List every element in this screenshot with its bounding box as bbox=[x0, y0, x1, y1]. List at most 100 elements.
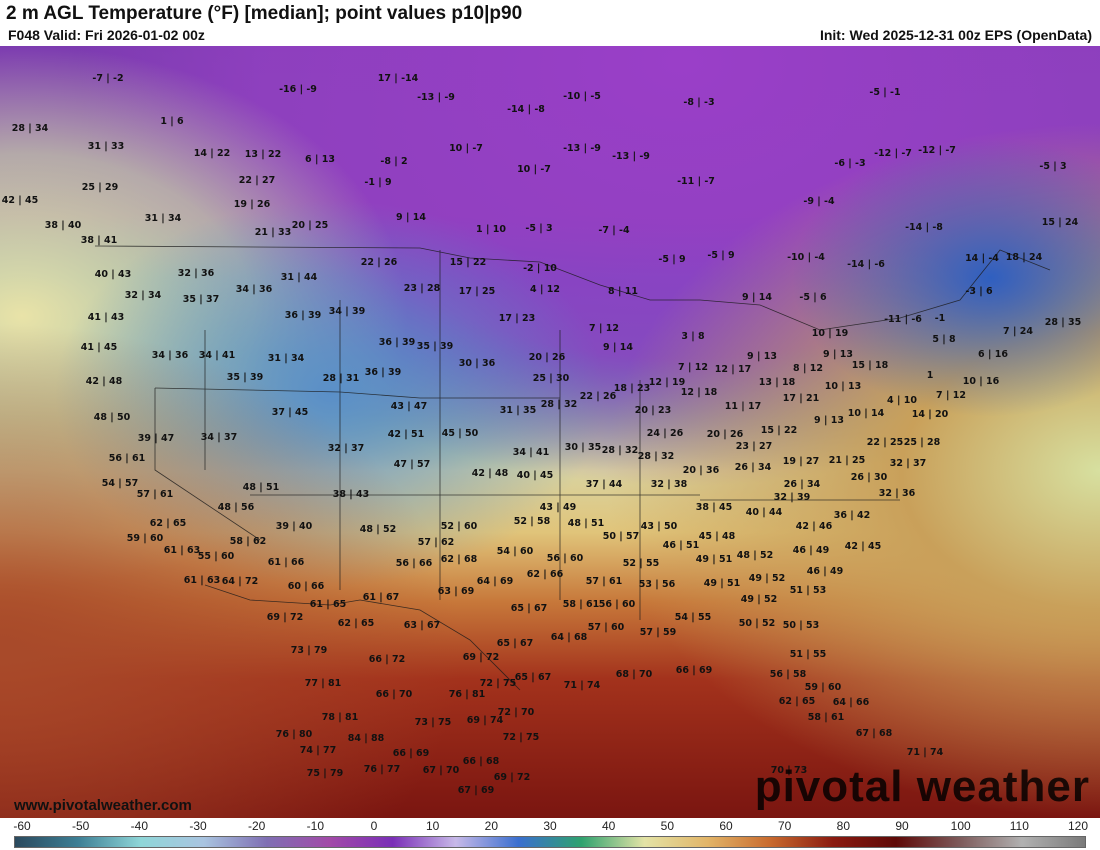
point-value-label: 56 | 58 bbox=[770, 669, 807, 680]
point-value-label: 61 | 63 bbox=[184, 575, 221, 586]
point-value-label: 36 | 39 bbox=[365, 367, 402, 378]
point-value-label: 12 | 17 bbox=[715, 364, 752, 375]
point-value-label: 17 | 23 bbox=[499, 313, 536, 324]
point-value-label: 20 | 26 bbox=[707, 429, 744, 440]
point-value-label: 42 | 48 bbox=[472, 468, 509, 479]
point-value-label: 38 | 45 bbox=[696, 502, 733, 513]
point-value-label: 7 | 12 bbox=[678, 362, 708, 373]
point-value-label: 74 | 77 bbox=[300, 745, 337, 756]
point-value-label: -7 | -4 bbox=[598, 225, 630, 236]
point-value-label: 75 | 79 bbox=[307, 768, 344, 779]
point-value-label: 54 | 55 bbox=[675, 612, 712, 623]
point-value-label: 64 | 68 bbox=[551, 632, 588, 643]
point-value-label: -1 bbox=[935, 313, 946, 324]
point-value-label: 17 | 25 bbox=[459, 286, 496, 297]
point-value-label: 28 | 35 bbox=[1045, 317, 1082, 328]
point-value-label: 26 | 34 bbox=[735, 462, 772, 473]
point-value-label: -14 | -6 bbox=[847, 259, 885, 270]
point-value-label: 52 | 60 bbox=[441, 521, 478, 532]
point-value-label: -10 | -5 bbox=[563, 91, 601, 102]
point-value-label: 26 | 30 bbox=[851, 472, 888, 483]
point-value-label: 35 | 39 bbox=[227, 372, 264, 383]
point-value-label: 12 | 19 bbox=[649, 377, 686, 388]
point-value-label: -5 | 9 bbox=[658, 254, 685, 265]
colorbar-tick-label: 110 bbox=[1009, 819, 1029, 833]
point-value-label: 42 | 46 bbox=[796, 521, 833, 532]
point-value-label: 36 | 39 bbox=[285, 310, 322, 321]
point-value-label: 71 | 74 bbox=[907, 747, 944, 758]
point-value-label: 31 | 44 bbox=[281, 272, 318, 283]
point-value-label: 48 | 52 bbox=[360, 524, 397, 535]
point-value-label: 40 | 45 bbox=[517, 470, 554, 481]
point-value-label: 38 | 40 bbox=[45, 220, 82, 231]
point-value-label: 39 | 40 bbox=[276, 521, 313, 532]
point-value-label: 32 | 38 bbox=[651, 479, 688, 490]
point-value-label: -5 | 9 bbox=[707, 250, 734, 261]
point-value-label: 42 | 51 bbox=[388, 429, 425, 440]
point-value-label: 67 | 70 bbox=[423, 765, 460, 776]
point-value-label: 19 | 26 bbox=[234, 199, 271, 210]
point-value-label: 15 | 22 bbox=[761, 425, 798, 436]
colorbar-tick-label: -30 bbox=[189, 819, 207, 833]
point-value-label: 35 | 37 bbox=[183, 294, 220, 305]
point-value-label: 24 | 26 bbox=[647, 428, 684, 439]
point-value-label: 40 | 44 bbox=[746, 507, 783, 518]
point-value-label: 10 | 16 bbox=[963, 376, 1000, 387]
point-value-label: 7 | 24 bbox=[1003, 326, 1033, 337]
point-value-label: 62 | 65 bbox=[150, 518, 187, 529]
point-value-label: 66 | 70 bbox=[376, 689, 413, 700]
point-value-label: 65 | 67 bbox=[515, 672, 552, 683]
header: 2 m AGL Temperature (°F) [median]; point… bbox=[0, 0, 1100, 46]
colorbar-tick-label: 90 bbox=[895, 819, 909, 833]
point-value-label: 22 | 27 bbox=[239, 175, 276, 186]
point-value-label: 72 | 75 bbox=[503, 732, 540, 743]
point-value-label: 6 | 16 bbox=[978, 349, 1008, 360]
point-values: -7 | -2 -16 | -9 17 | -14 -13 | -9 -10 | -5 -… bbox=[2, 73, 1082, 796]
point-value-label: 20 | 23 bbox=[635, 405, 672, 416]
colorbar-tick-label: -10 bbox=[306, 819, 324, 833]
point-value-label: 51 | 53 bbox=[790, 585, 827, 596]
init-time: Init: Wed 2025-12-31 00z EPS (OpenData) bbox=[819, 27, 1092, 43]
colorbar-tick-label: 10 bbox=[425, 819, 440, 833]
point-value-label: 55 | 60 bbox=[198, 551, 235, 562]
point-value-label: 43 | 50 bbox=[641, 521, 678, 532]
point-value-label: 58 | 61 bbox=[808, 712, 845, 723]
valid-time: F048 Valid: Fri 2026-01-02 00z bbox=[8, 27, 205, 43]
point-value-label: 7 | 12 bbox=[589, 323, 619, 334]
point-value-label: 41 | 45 bbox=[81, 342, 118, 353]
point-value-label: 54 | 57 bbox=[102, 478, 139, 489]
point-value-label: 9 | 13 bbox=[814, 415, 844, 426]
point-value-label: -14 | -8 bbox=[507, 104, 545, 115]
point-value-label: 28 | 32 bbox=[638, 451, 675, 462]
point-value-label: 46 | 51 bbox=[663, 540, 700, 551]
point-value-label: 59 | 60 bbox=[805, 682, 842, 693]
point-value-label: 25 | 29 bbox=[82, 182, 119, 193]
point-value-label: 77 | 81 bbox=[305, 678, 342, 689]
point-value-label: 14 | 20 bbox=[912, 409, 949, 420]
point-value-label: -5 | 6 bbox=[799, 292, 827, 303]
point-value-label: 22 | 26 bbox=[580, 391, 617, 402]
point-value-label: 36 | 42 bbox=[834, 510, 871, 521]
colorbar-ticks: -60 -50 -40 -30 -20 -10 0 10 20 30 40 50 60 70 80 90 100… bbox=[0, 818, 1100, 834]
point-value-label: 84 | 88 bbox=[348, 733, 385, 744]
point-value-label: 66 | 72 bbox=[369, 654, 406, 665]
colorbar-tick-label: 30 bbox=[543, 819, 557, 833]
state-line bbox=[154, 388, 261, 541]
point-value-label: 9 | 13 bbox=[823, 349, 853, 360]
point-value-label: -16 | -9 bbox=[279, 84, 317, 95]
point-value-label: 61 | 67 bbox=[363, 592, 400, 603]
point-value-label: 23 | 28 bbox=[404, 283, 441, 294]
point-value-label: 26 | 34 bbox=[784, 479, 821, 490]
point-value-label: 8 | 11 bbox=[608, 286, 638, 297]
point-value-label: 13 | 18 bbox=[759, 377, 796, 388]
point-value-label: -11 | -6 bbox=[884, 314, 922, 325]
temperature-map: -7 | -2 -16 | -9 17 | -14 -13 | -9 -10 | -5 -… bbox=[0, 46, 1100, 818]
point-value-label: 64 | 66 bbox=[833, 697, 870, 708]
point-value-label: 30 | 35 bbox=[565, 442, 602, 453]
point-value-label: 50 | 52 bbox=[739, 618, 776, 629]
point-value-label: -7 | -2 bbox=[92, 73, 123, 84]
point-value-label: 34 | 41 bbox=[513, 447, 550, 458]
point-value-label: 23 | 27 bbox=[736, 441, 773, 452]
point-value-label: 6 | 13 bbox=[305, 154, 335, 165]
point-value-label: 4 | 10 bbox=[887, 395, 917, 406]
